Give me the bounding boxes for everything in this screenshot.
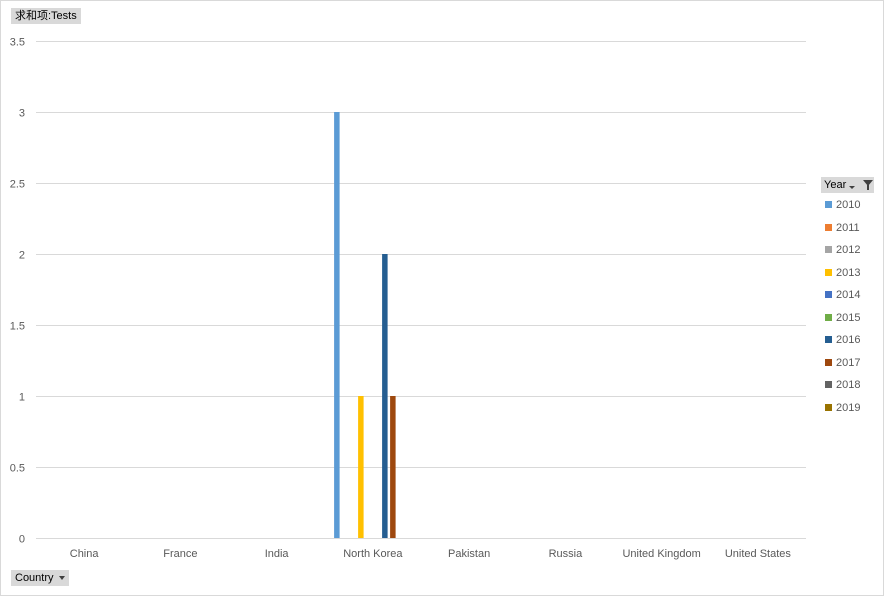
legend-swatch <box>825 246 832 253</box>
bar-2017 <box>390 396 396 538</box>
legend-label: 2019 <box>836 401 861 414</box>
legend-item: 2012 <box>825 243 860 257</box>
x-tick-label: North Korea <box>343 548 403 560</box>
legend-swatch <box>825 268 832 276</box>
y-tick-label: 1 <box>19 392 25 404</box>
y-tick-label: 0 <box>19 534 25 546</box>
x-tick-label: India <box>265 548 290 560</box>
legend-item: 2013 <box>825 266 860 280</box>
legend-swatch <box>825 201 832 208</box>
legend-swatch <box>825 403 832 411</box>
x-tick-label: United States <box>725 548 792 560</box>
x-tick-label: Russia <box>549 548 584 560</box>
filter-icon[interactable] <box>863 180 873 190</box>
y-tick-label: 3 <box>19 108 25 120</box>
y-tick-label: 2.5 <box>10 179 25 191</box>
legend-item: 2014 <box>825 288 860 302</box>
sort-arrow-icon <box>849 186 856 189</box>
value-field-button[interactable]: 求和项:Tests <box>11 8 81 24</box>
y-tick-label: 2 <box>19 250 25 262</box>
legend-swatch <box>825 313 832 321</box>
y-tick-label: 1.5 <box>10 321 25 333</box>
dropdown-arrow-icon <box>58 576 65 580</box>
axis-field-label: Country <box>15 572 54 584</box>
legend-item: 2011 <box>825 221 860 235</box>
legend-field-button[interactable]: Year <box>821 177 874 193</box>
legend-label: 2011 <box>836 221 860 234</box>
legend-label: 2013 <box>836 266 861 279</box>
legend-swatch <box>825 223 832 231</box>
legend-swatch <box>825 358 832 366</box>
legend: Year 2010 2011 2012 2013 2014 2015 2016 2017 201… <box>821 177 875 414</box>
legend-item: 2019 <box>825 401 860 415</box>
legend-item: 2017 <box>825 356 860 370</box>
legend-swatch <box>825 291 832 298</box>
legend-swatch <box>825 381 832 388</box>
axis-field-button[interactable]: Country <box>11 570 69 586</box>
legend-label: 2014 <box>836 289 861 301</box>
legend-label: 2012 <box>836 244 861 256</box>
legend-label: 2018 <box>836 379 861 391</box>
legend-field-label: Year <box>824 179 847 191</box>
x-tick-label: China <box>70 548 100 560</box>
y-tick-label: 0.5 <box>10 463 25 475</box>
legend-label: 2017 <box>836 356 861 369</box>
value-field-label: 求和项:Tests <box>15 10 77 22</box>
legend-swatch <box>825 336 832 343</box>
bar-2016 <box>382 254 388 538</box>
legend-item: 2016 <box>825 333 860 347</box>
legend-item: 2015 <box>825 311 860 325</box>
y-tick-label: 3.5 <box>10 37 25 49</box>
x-tick-label: France <box>163 548 197 560</box>
x-tick-label: United Kingdom <box>622 548 700 560</box>
legend-label: 2015 <box>836 311 861 324</box>
legend-item: 2018 <box>825 378 860 392</box>
legend-label: 2016 <box>836 334 861 346</box>
x-tick-label: Pakistan <box>448 548 490 560</box>
legend-label: 2010 <box>836 199 861 211</box>
legend-item: 2010 <box>825 198 860 212</box>
bar-2010 <box>334 112 340 538</box>
bar-2013 <box>358 396 364 538</box>
